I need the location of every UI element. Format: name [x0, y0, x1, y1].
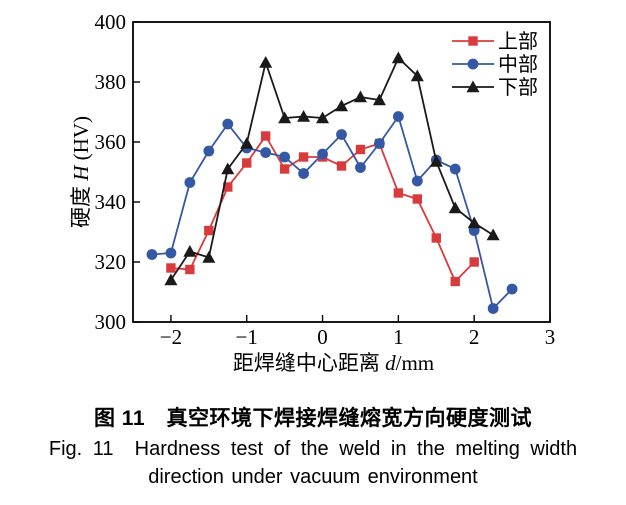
- series-upper-marker: [355, 144, 366, 155]
- y-axis-label: 硬度 H (HV): [69, 116, 93, 228]
- series-middle-marker: [165, 247, 177, 259]
- figure-caption-chinese: 图 11 真空环境下焊接焊缝熔宽方向硬度测试: [93, 407, 533, 430]
- series-lower-marker: [316, 111, 330, 124]
- legend-label-lower: 下部: [498, 76, 538, 99]
- series-lower-marker: [221, 162, 235, 175]
- series-lower-marker: [372, 93, 386, 106]
- series-middle-marker: [298, 168, 309, 179]
- series-lower-marker: [429, 155, 443, 167]
- series-upper-marker: [336, 161, 347, 171]
- x-tick-label: −1: [236, 325, 258, 349]
- series-lower: [164, 51, 500, 286]
- series-upper-marker: [166, 263, 176, 273]
- series-middle-marker: [279, 151, 291, 163]
- series-lower-marker: [297, 110, 311, 122]
- series-upper-marker: [223, 182, 233, 192]
- legend-marker-lower: [466, 80, 480, 93]
- series-upper-marker: [469, 257, 479, 267]
- series-lower-marker: [240, 137, 254, 149]
- x-axis-label: 距焊缝中心距离 d/mm: [233, 351, 434, 375]
- legend-marker-middle: [467, 58, 479, 70]
- y-tick-label: 340: [95, 190, 127, 214]
- figure-caption-english-line2: direction under vacuum environment: [148, 466, 478, 488]
- series-lower-marker: [410, 69, 424, 82]
- series-middle-marker: [355, 162, 366, 173]
- series-lower-marker: [391, 51, 405, 64]
- series-upper-marker: [412, 194, 423, 204]
- series-lower-marker: [164, 273, 178, 286]
- series-middle-marker: [487, 303, 499, 314]
- legend-item-upper: 上部: [452, 30, 538, 53]
- series-middle-marker: [374, 138, 385, 149]
- x-tick-label: 2: [469, 325, 480, 349]
- series-middle-marker: [317, 148, 328, 160]
- series-middle-marker: [449, 163, 461, 175]
- series-lower-marker: [278, 111, 292, 124]
- series-upper-marker: [450, 276, 460, 287]
- series-lower-marker: [335, 99, 348, 112]
- series-upper-marker: [298, 152, 309, 162]
- hardness-chart: −2 −1 0 1 2 3 300 320 340 360 380 400 距焊缝中心距离 d/mm 硬度…: [69, 10, 556, 375]
- y-tick-label: 320: [95, 250, 127, 274]
- x-tick-label: 1: [393, 325, 404, 349]
- series-lower-marker: [486, 228, 500, 241]
- series-lower-marker: [202, 251, 216, 263]
- series-lower-marker: [259, 56, 273, 68]
- series-upper-marker: [185, 264, 195, 275]
- legend-marker-upper: [468, 36, 478, 46]
- series-upper-marker: [260, 131, 271, 141]
- series-middle-marker: [411, 175, 423, 187]
- series-upper-marker: [204, 225, 214, 236]
- plot-frame: [132, 21, 551, 323]
- legend-item-lower: 下部: [452, 76, 538, 99]
- x-tick-label: 3: [545, 325, 556, 349]
- series-middle-marker: [336, 129, 347, 140]
- y-tick-label: 360: [95, 130, 127, 154]
- series-lower-marker: [353, 90, 367, 103]
- y-tick-label: 380: [95, 70, 127, 94]
- figure-caption-english-line1: Fig. 11 Hardness test of the weld in the…: [48, 438, 578, 460]
- series-middle: [146, 111, 518, 314]
- series-middle-marker: [222, 118, 234, 130]
- series-lower-line: [170, 56, 494, 281]
- series-lower-marker: [448, 201, 462, 214]
- series-upper-marker: [431, 233, 441, 243]
- series-middle-marker: [184, 177, 196, 188]
- legend-item-middle: 中部: [452, 53, 538, 76]
- series-middle-marker: [260, 147, 272, 158]
- series-middle-marker: [146, 249, 158, 260]
- series-middle-marker: [392, 111, 404, 122]
- figure-caption: 图 11 真空环境下焊接焊缝熔宽方向硬度测试 Fig. 11 Hardness …: [0, 406, 626, 491]
- series-middle-marker: [506, 283, 518, 295]
- series-middle-marker: [203, 145, 215, 157]
- y-tick-label: 400: [95, 10, 127, 34]
- legend-label-middle: 中部: [498, 53, 538, 76]
- legend-label-upper: 上部: [498, 30, 538, 53]
- y-tick-label: 300: [95, 310, 127, 334]
- series-lower-marker: [467, 216, 481, 229]
- series-lower-marker: [183, 245, 197, 257]
- series-upper-marker: [279, 164, 290, 174]
- series-upper-marker: [393, 188, 404, 198]
- x-tick-label: −2: [160, 325, 182, 349]
- x-tick-label: 0: [317, 325, 328, 349]
- series-upper-marker: [242, 158, 252, 168]
